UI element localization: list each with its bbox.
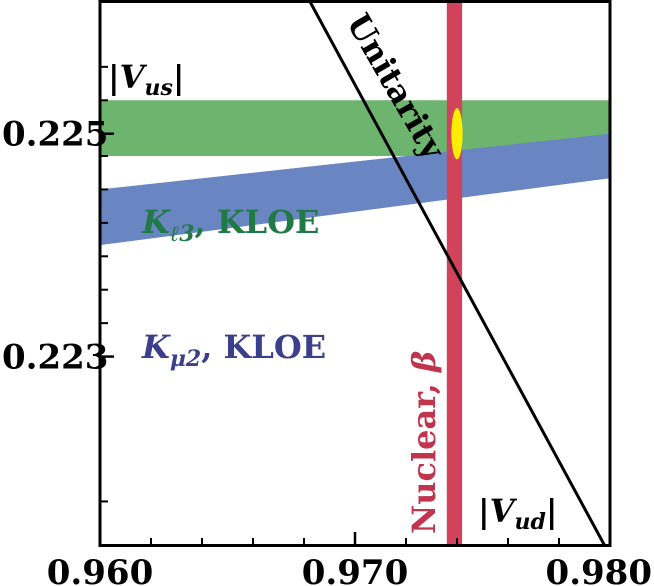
- plot-area: [100, 0, 610, 546]
- band-kmu2: [100, 133, 610, 246]
- unitarity-line: [307, 0, 607, 546]
- x-axis-label: |Vud|: [478, 492, 558, 535]
- overlap-ellipse: [451, 108, 463, 160]
- y-tick-label: 0.223: [2, 338, 108, 378]
- y-axis-label: |Vus|: [108, 58, 185, 101]
- plot-frame: [98, 0, 612, 547]
- y-tick-label: 0.225: [2, 115, 108, 155]
- x-tick-label: 0.960: [47, 553, 153, 586]
- x-tick-labels: 0.960 0.970 0.980: [47, 553, 652, 586]
- nuclear-label: Nuclear, β: [405, 351, 443, 534]
- band-nuclear: [446, 0, 463, 546]
- kl3-label: Kℓ3, KLOE: [141, 203, 319, 247]
- x-tick-label: 0.970: [302, 553, 408, 586]
- kmu2-label: Kμ2, KLOE: [141, 328, 326, 372]
- band-kl3: [100, 100, 610, 156]
- x-tick-label: 0.980: [546, 553, 652, 586]
